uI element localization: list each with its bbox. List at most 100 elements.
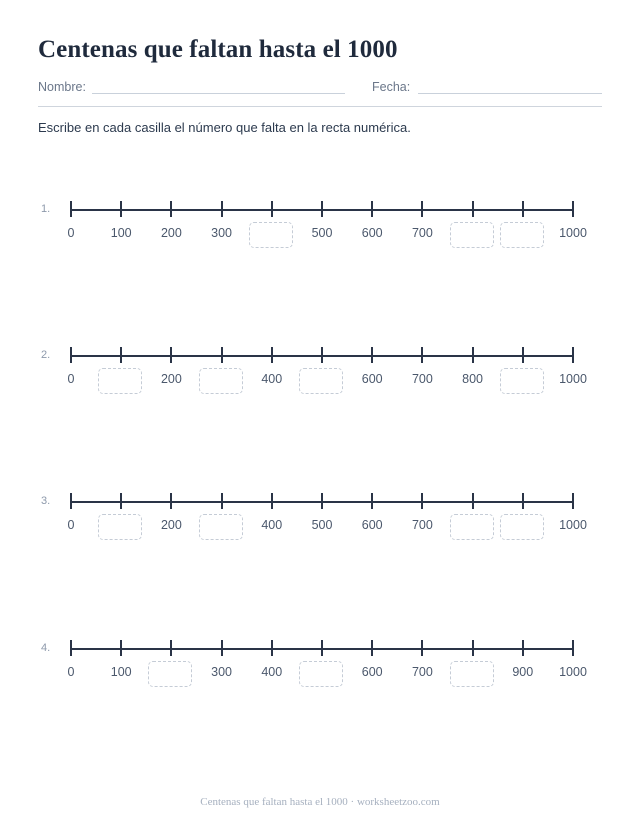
tick-mark	[572, 347, 574, 363]
answer-box[interactable]	[98, 368, 143, 394]
tick-label: 500	[311, 518, 333, 532]
answer-box[interactable]	[449, 222, 494, 248]
tick-label: 200	[160, 372, 182, 386]
tick-label: 1000	[559, 226, 587, 240]
tick-label: 200	[160, 518, 182, 532]
tick-mark	[371, 201, 374, 217]
tick-mark	[321, 347, 323, 363]
tick-mark	[220, 347, 223, 363]
answer-box[interactable]	[198, 368, 243, 394]
tick-mark	[321, 640, 323, 656]
tick-label: 1000	[559, 518, 587, 532]
tick-mark	[521, 640, 524, 656]
tick-mark	[120, 347, 123, 363]
exercise-number: 3.	[41, 495, 51, 507]
tick-mark	[371, 493, 374, 509]
tick-mark	[70, 640, 72, 656]
tick-mark	[471, 347, 474, 363]
tick-mark	[371, 640, 374, 656]
tick-label: 300	[211, 226, 233, 240]
answer-box[interactable]	[499, 514, 544, 540]
answer-box[interactable]	[449, 514, 494, 540]
tick-label: 600	[361, 665, 383, 679]
tick-label: 300	[211, 665, 233, 679]
worksheet-title: Centenas que faltan hasta el 1000	[38, 36, 398, 63]
tick-mark	[572, 493, 574, 509]
tick-mark	[421, 640, 424, 656]
tick-mark	[170, 201, 173, 217]
tick-mark	[270, 347, 273, 363]
tick-mark	[170, 640, 173, 656]
number-line-exercise: 2. 0 200 400 600 700 800 1000	[0, 347, 640, 415]
answer-box[interactable]	[148, 661, 193, 687]
answer-box[interactable]	[98, 514, 143, 540]
tick-label: 0	[67, 518, 75, 532]
tick-label: 400	[261, 518, 283, 532]
name-label: Nombre:	[38, 80, 86, 94]
exercise-number: 2.	[41, 349, 51, 361]
tick-mark	[270, 493, 273, 509]
tick-mark	[321, 201, 323, 217]
tick-label: 700	[411, 226, 433, 240]
tick-mark	[572, 640, 574, 656]
footer: Centenas que faltan hasta el 1000 · work…	[200, 796, 440, 808]
answer-box[interactable]	[499, 368, 544, 394]
tick-label: 0	[67, 372, 75, 386]
exercise-number: 4.	[41, 642, 51, 654]
tick-mark	[471, 493, 474, 509]
tick-label: 600	[361, 372, 383, 386]
number-line-exercise: 1. 0 100 200 300 500 600 700 1000	[0, 201, 640, 269]
tick-label: 200	[160, 226, 182, 240]
tick-label: 400	[261, 372, 283, 386]
name-line[interactable]	[92, 93, 345, 94]
answer-box[interactable]	[248, 222, 293, 248]
tick-mark	[521, 201, 524, 217]
instructions: Escribe en cada casilla el número que fa…	[38, 120, 411, 135]
header-divider	[38, 106, 602, 107]
tick-mark	[220, 640, 223, 656]
tick-label: 800	[462, 372, 484, 386]
number-line-exercise: 3. 0 200 400 500 600 700 1000	[0, 493, 640, 561]
tick-mark	[220, 493, 223, 509]
tick-mark	[70, 201, 72, 217]
tick-label: 600	[361, 518, 383, 532]
tick-mark	[120, 640, 123, 656]
tick-mark	[371, 347, 374, 363]
number-line-exercise: 4. 0 100 300 400 600 700 900 1000	[0, 640, 640, 708]
tick-label: 100	[110, 226, 132, 240]
tick-mark	[120, 201, 123, 217]
tick-label: 100	[110, 665, 132, 679]
tick-label: 1000	[559, 665, 587, 679]
tick-label: 0	[67, 665, 75, 679]
tick-mark	[270, 201, 273, 217]
tick-mark	[471, 640, 474, 656]
tick-mark	[170, 347, 173, 363]
tick-mark	[521, 493, 524, 509]
tick-mark	[421, 201, 424, 217]
tick-mark	[220, 201, 223, 217]
tick-mark	[471, 201, 474, 217]
date-line[interactable]	[418, 93, 602, 94]
tick-mark	[421, 347, 424, 363]
tick-label: 900	[512, 665, 534, 679]
tick-mark	[170, 493, 173, 509]
answer-box[interactable]	[499, 222, 544, 248]
answer-box[interactable]	[198, 514, 243, 540]
tick-label: 700	[411, 372, 433, 386]
tick-label: 600	[361, 226, 383, 240]
tick-label: 1000	[559, 372, 587, 386]
tick-mark	[270, 640, 273, 656]
tick-mark	[70, 493, 72, 509]
answer-box[interactable]	[299, 368, 343, 394]
date-label: Fecha:	[372, 80, 411, 94]
tick-mark	[70, 347, 72, 363]
tick-mark	[321, 493, 323, 509]
tick-label: 700	[411, 665, 433, 679]
answer-box[interactable]	[299, 661, 343, 687]
tick-label: 500	[311, 226, 333, 240]
answer-box[interactable]	[449, 661, 494, 687]
tick-label: 700	[411, 518, 433, 532]
exercise-number: 1.	[41, 203, 51, 215]
tick-mark	[120, 493, 123, 509]
tick-label: 400	[261, 665, 283, 679]
